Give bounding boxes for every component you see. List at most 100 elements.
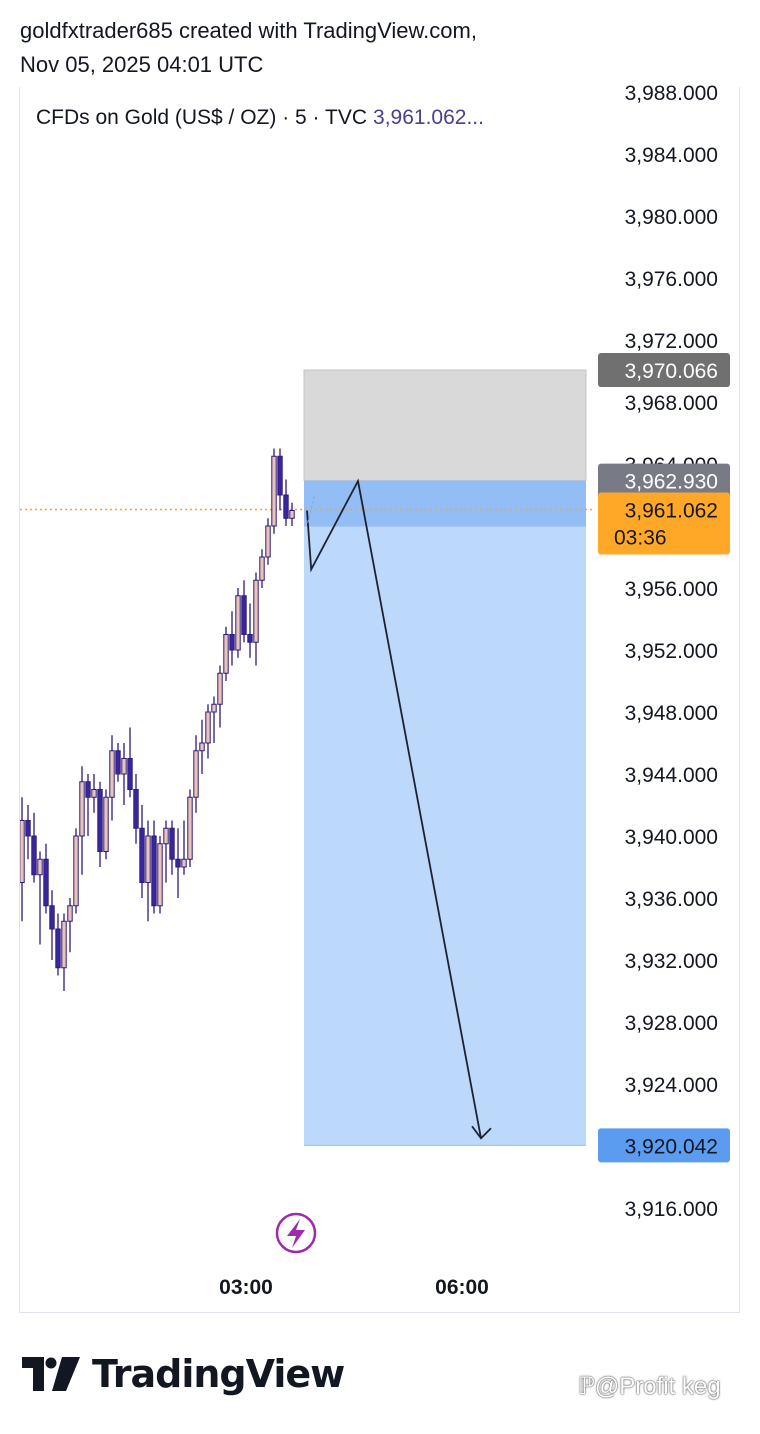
candle	[157, 836, 163, 914]
candle	[193, 735, 199, 813]
candle	[271, 448, 277, 534]
candle	[217, 665, 223, 728]
candle-body	[181, 858, 187, 868]
candle	[103, 789, 109, 860]
candle	[139, 805, 145, 898]
candle	[127, 727, 133, 798]
candle	[109, 735, 115, 821]
x-tick-label: 06:00	[435, 1276, 489, 1299]
projection-path	[306, 478, 482, 1139]
candle	[235, 588, 241, 658]
candle-body	[229, 634, 235, 651]
y-tick-label: 3,976.000	[625, 268, 718, 291]
y-tick-label: 3,988.000	[625, 82, 718, 105]
y-tick-label: 3,924.000	[625, 1074, 718, 1097]
candle	[211, 696, 217, 743]
candle-body	[253, 579, 259, 643]
candle-body	[241, 595, 247, 635]
candle-body	[271, 455, 277, 527]
candle	[20, 797, 25, 922]
chart-header-date: Nov 05, 2025 04:01 UTC	[20, 52, 264, 77]
candle	[289, 502, 295, 526]
y-tick-label: 3,984.000	[625, 144, 718, 167]
candle-body	[37, 858, 43, 876]
plot-area	[20, 369, 595, 1146]
candle-body	[73, 835, 79, 907]
candle-body	[31, 835, 37, 876]
candle-body	[289, 510, 295, 519]
candle	[283, 479, 289, 526]
candle-body	[139, 827, 145, 883]
candle	[265, 518, 271, 565]
y-tick-label: 3,944.000	[625, 764, 718, 787]
candle	[169, 820, 175, 875]
candle	[145, 820, 151, 922]
symbol-legend[interactable]: CFDs on Gold (US$ / OZ) · 5 · TVC 3,961.0…	[36, 106, 484, 130]
candle-body	[151, 835, 157, 907]
candle	[79, 766, 85, 875]
candle-body	[20, 820, 25, 883]
candle-body	[127, 758, 133, 790]
candle	[241, 580, 247, 643]
candle-body	[115, 750, 121, 775]
x-tick-label: 03:00	[219, 1276, 273, 1299]
current-price-label-box	[598, 492, 730, 555]
y-tick-label: 3,980.000	[625, 206, 718, 229]
candle	[187, 789, 193, 867]
candle-body	[55, 928, 61, 969]
candle	[259, 549, 265, 588]
candle	[247, 603, 253, 658]
y-tick-label: 3,936.000	[625, 888, 718, 911]
y-tick-label: 3,932.000	[625, 950, 718, 973]
candle	[115, 743, 121, 782]
flash-icon[interactable]	[275, 1212, 317, 1254]
candle-body	[211, 703, 217, 713]
candle-body	[61, 920, 67, 969]
current-price-label: 3,961.062	[625, 500, 718, 523]
price-label-box	[598, 463, 730, 498]
projection-arrowhead	[471, 1125, 492, 1140]
candle	[61, 913, 67, 991]
candle-body	[259, 556, 265, 581]
candle-body	[247, 634, 253, 643]
candle-body	[283, 494, 289, 519]
candle	[277, 448, 283, 511]
price-label-box	[598, 352, 730, 387]
candle-body	[217, 672, 223, 705]
candle-body	[103, 796, 109, 852]
candle-body	[277, 455, 283, 496]
candle-body	[43, 858, 49, 907]
candle-body	[223, 634, 229, 674]
tradingview-wordmark: TradingView	[92, 1352, 345, 1396]
candle-body	[79, 781, 85, 837]
entry-band	[304, 480, 586, 527]
candle-body	[163, 827, 169, 845]
legend-price: 3,961.062...	[373, 106, 484, 129]
candle	[25, 805, 31, 860]
candle	[121, 743, 127, 805]
candle-body	[67, 905, 73, 922]
y-tick-label: 3,940.000	[625, 826, 718, 849]
candle-body	[91, 789, 97, 798]
tradingview-logo[interactable]: TradingView	[22, 1352, 345, 1396]
candle	[151, 820, 157, 914]
candle	[73, 828, 79, 914]
candle	[199, 719, 205, 774]
candle-body	[199, 742, 205, 752]
candle-body	[265, 525, 271, 558]
candle-body	[25, 820, 31, 837]
candle-body	[205, 711, 211, 744]
candle-body	[97, 789, 103, 852]
candle	[49, 890, 55, 960]
candle-body	[85, 781, 91, 798]
candle	[181, 820, 187, 875]
candle-body	[49, 905, 55, 930]
price-label: 3,920.042	[625, 1135, 718, 1158]
candle	[55, 913, 61, 976]
price-label: 3,962.930	[625, 471, 718, 494]
y-tick-label: 3,916.000	[625, 1198, 718, 1221]
candle-body	[187, 796, 193, 860]
candle	[175, 828, 181, 898]
candle-body	[121, 758, 127, 775]
